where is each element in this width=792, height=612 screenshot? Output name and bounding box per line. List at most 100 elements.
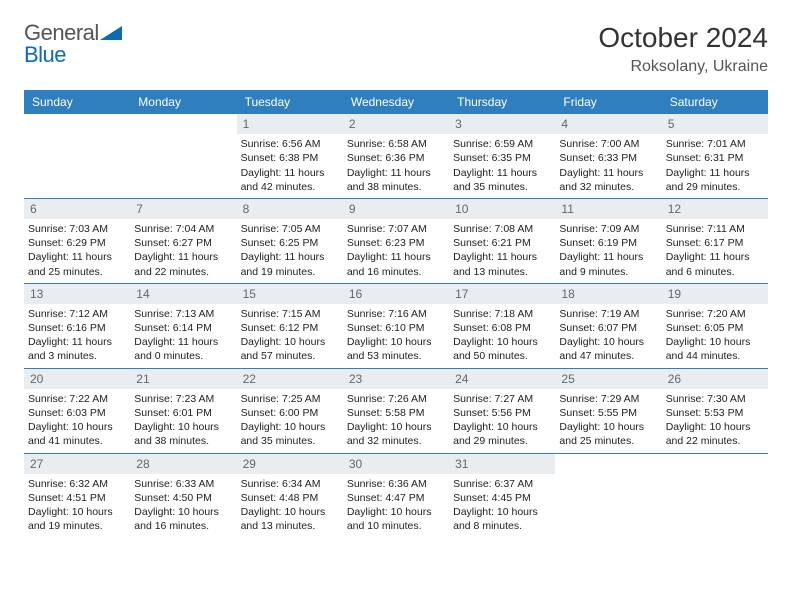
sunrise-line: Sunrise: 7:11 AM — [666, 222, 764, 236]
day-cell: 20Sunrise: 7:22 AMSunset: 6:03 PMDayligh… — [24, 369, 130, 453]
day-number: 29 — [237, 454, 343, 474]
day-number: 19 — [662, 284, 768, 304]
daylight-line: Daylight: 11 hours and 6 minutes. — [666, 250, 764, 278]
sunrise-line: Sunrise: 7:22 AM — [28, 392, 126, 406]
weeks-container: 1Sunrise: 6:56 AMSunset: 6:38 PMDaylight… — [24, 114, 768, 537]
sunrise-line: Sunrise: 6:37 AM — [453, 477, 551, 491]
daylight-line: Daylight: 10 hours and 53 minutes. — [347, 335, 445, 363]
day-cell: 17Sunrise: 7:18 AMSunset: 6:08 PMDayligh… — [449, 284, 555, 368]
week-row: 27Sunrise: 6:32 AMSunset: 4:51 PMDayligh… — [24, 454, 768, 538]
sunset-line: Sunset: 5:58 PM — [347, 406, 445, 420]
day-number: 14 — [130, 284, 236, 304]
daylight-line: Daylight: 11 hours and 29 minutes. — [666, 166, 764, 194]
sunrise-line: Sunrise: 7:25 AM — [241, 392, 339, 406]
day-number: 1 — [237, 114, 343, 134]
sunset-line: Sunset: 6:29 PM — [28, 236, 126, 250]
day-cell: 21Sunrise: 7:23 AMSunset: 6:01 PMDayligh… — [130, 369, 236, 453]
day-number: 23 — [343, 369, 449, 389]
day-cell: 16Sunrise: 7:16 AMSunset: 6:10 PMDayligh… — [343, 284, 449, 368]
sunset-line: Sunset: 5:56 PM — [453, 406, 551, 420]
day-cell: 9Sunrise: 7:07 AMSunset: 6:23 PMDaylight… — [343, 199, 449, 283]
daylight-line: Daylight: 10 hours and 32 minutes. — [347, 420, 445, 448]
sunrise-line: Sunrise: 7:30 AM — [666, 392, 764, 406]
sunset-line: Sunset: 6:38 PM — [241, 151, 339, 165]
day-cell: 15Sunrise: 7:15 AMSunset: 6:12 PMDayligh… — [237, 284, 343, 368]
daylight-line: Daylight: 10 hours and 10 minutes. — [347, 505, 445, 533]
day-cell: 11 Sunrise: 7:09 AMSunset: 6:19 PMDayligh… — [555, 199, 661, 283]
day-cell: 8Sunrise: 7:05 AMSunset: 6:25 PMDaylight… — [237, 199, 343, 283]
sunset-line: Sunset: 6:21 PM — [453, 236, 551, 250]
daylight-line: Daylight: 11 hours and 13 minutes. — [453, 250, 551, 278]
day-cell: 30Sunrise: 6:36 AMSunset: 4:47 PMDayligh… — [343, 454, 449, 538]
day-cell: 19Sunrise: 7:20 AMSunset: 6:05 PMDayligh… — [662, 284, 768, 368]
daylight-line: Daylight: 11 hours and 3 minutes. — [28, 335, 126, 363]
daylight-line: Daylight: 11 hours and 9 minutes. — [559, 250, 657, 278]
sunset-line: Sunset: 6:17 PM — [666, 236, 764, 250]
sunset-line: Sunset: 5:55 PM — [559, 406, 657, 420]
day-cell: 2Sunrise: 6:58 AMSunset: 6:36 PMDaylight… — [343, 114, 449, 198]
sunrise-line: Sunrise: 6:34 AM — [241, 477, 339, 491]
sunset-line: Sunset: 6:19 PM — [559, 236, 657, 250]
day-cell: 31Sunrise: 6:37 AMSunset: 4:45 PMDayligh… — [449, 454, 555, 538]
sunset-line: Sunset: 6:07 PM — [559, 321, 657, 335]
sunset-line: Sunset: 6:05 PM — [666, 321, 764, 335]
day-number: 20 — [24, 369, 130, 389]
sunset-line: Sunset: 6:23 PM — [347, 236, 445, 250]
day-cell: 12 Sunrise: 7:11 AMSunset: 6:17 PMDayligh… — [662, 199, 768, 283]
day-of-week-header: Sunday Monday Tuesday Wednesday Thursday… — [24, 90, 768, 114]
week-row: 20Sunrise: 7:22 AMSunset: 6:03 PMDayligh… — [24, 369, 768, 454]
day-number: 6 — [24, 199, 130, 219]
brand-text: General Blue — [24, 22, 122, 66]
dow-saturday: Saturday — [662, 90, 768, 114]
day-number: 5 — [662, 114, 768, 134]
dow-sunday: Sunday — [24, 90, 130, 114]
daylight-line: Daylight: 10 hours and 47 minutes. — [559, 335, 657, 363]
daylight-line: Daylight: 10 hours and 19 minutes. — [28, 505, 126, 533]
sunset-line: Sunset: 4:45 PM — [453, 491, 551, 505]
day-number: 8 — [237, 199, 343, 219]
day-number: 16 — [343, 284, 449, 304]
sunrise-line: Sunrise: 7:00 AM — [559, 137, 657, 151]
month-title: October 2024 — [598, 22, 768, 54]
day-cell: 13Sunrise: 7:12 AMSunset: 6:16 PMDayligh… — [24, 284, 130, 368]
header: General Blue October 2024 Roksolany, Ukr… — [24, 22, 768, 76]
day-number: 12 — [662, 199, 768, 219]
dow-friday: Friday — [555, 90, 661, 114]
day-cell: 28Sunrise: 6:33 AMSunset: 4:50 PMDayligh… — [130, 454, 236, 538]
daylight-line: Daylight: 10 hours and 22 minutes. — [666, 420, 764, 448]
daylight-line: Daylight: 11 hours and 19 minutes. — [241, 250, 339, 278]
daylight-line: Daylight: 11 hours and 35 minutes. — [453, 166, 551, 194]
daylight-line: Daylight: 10 hours and 38 minutes. — [134, 420, 232, 448]
daylight-line: Daylight: 10 hours and 29 minutes. — [453, 420, 551, 448]
daylight-line: Daylight: 10 hours and 13 minutes. — [241, 505, 339, 533]
day-cell: 5Sunrise: 7:01 AMSunset: 6:31 PMDaylight… — [662, 114, 768, 198]
sunset-line: Sunset: 6:12 PM — [241, 321, 339, 335]
sunrise-line: Sunrise: 6:58 AM — [347, 137, 445, 151]
day-number: 30 — [343, 454, 449, 474]
sunrise-line: Sunrise: 7:09 AM — [559, 222, 657, 236]
day-number: 11 — [555, 199, 661, 219]
brand-logo: General Blue — [24, 22, 122, 66]
calendar: Sunday Monday Tuesday Wednesday Thursday… — [24, 90, 768, 537]
day-cell — [662, 454, 768, 538]
day-cell: 29Sunrise: 6:34 AMSunset: 4:48 PMDayligh… — [237, 454, 343, 538]
sunset-line: Sunset: 4:47 PM — [347, 491, 445, 505]
sunrise-line: Sunrise: 7:04 AM — [134, 222, 232, 236]
day-number: 13 — [24, 284, 130, 304]
brand-triangle-icon — [100, 22, 122, 44]
daylight-line: Daylight: 11 hours and 16 minutes. — [347, 250, 445, 278]
day-number: 22 — [237, 369, 343, 389]
sunrise-line: Sunrise: 7:29 AM — [559, 392, 657, 406]
dow-wednesday: Wednesday — [343, 90, 449, 114]
dow-thursday: Thursday — [449, 90, 555, 114]
sunrise-line: Sunrise: 7:26 AM — [347, 392, 445, 406]
week-row: 1Sunrise: 6:56 AMSunset: 6:38 PMDaylight… — [24, 114, 768, 199]
sunrise-line: Sunrise: 7:27 AM — [453, 392, 551, 406]
day-number: 31 — [449, 454, 555, 474]
day-number: 9 — [343, 199, 449, 219]
daylight-line: Daylight: 11 hours and 22 minutes. — [134, 250, 232, 278]
daylight-line: Daylight: 11 hours and 0 minutes. — [134, 335, 232, 363]
day-number: 27 — [24, 454, 130, 474]
day-cell: 3Sunrise: 6:59 AMSunset: 6:35 PMDaylight… — [449, 114, 555, 198]
day-number: 7 — [130, 199, 236, 219]
